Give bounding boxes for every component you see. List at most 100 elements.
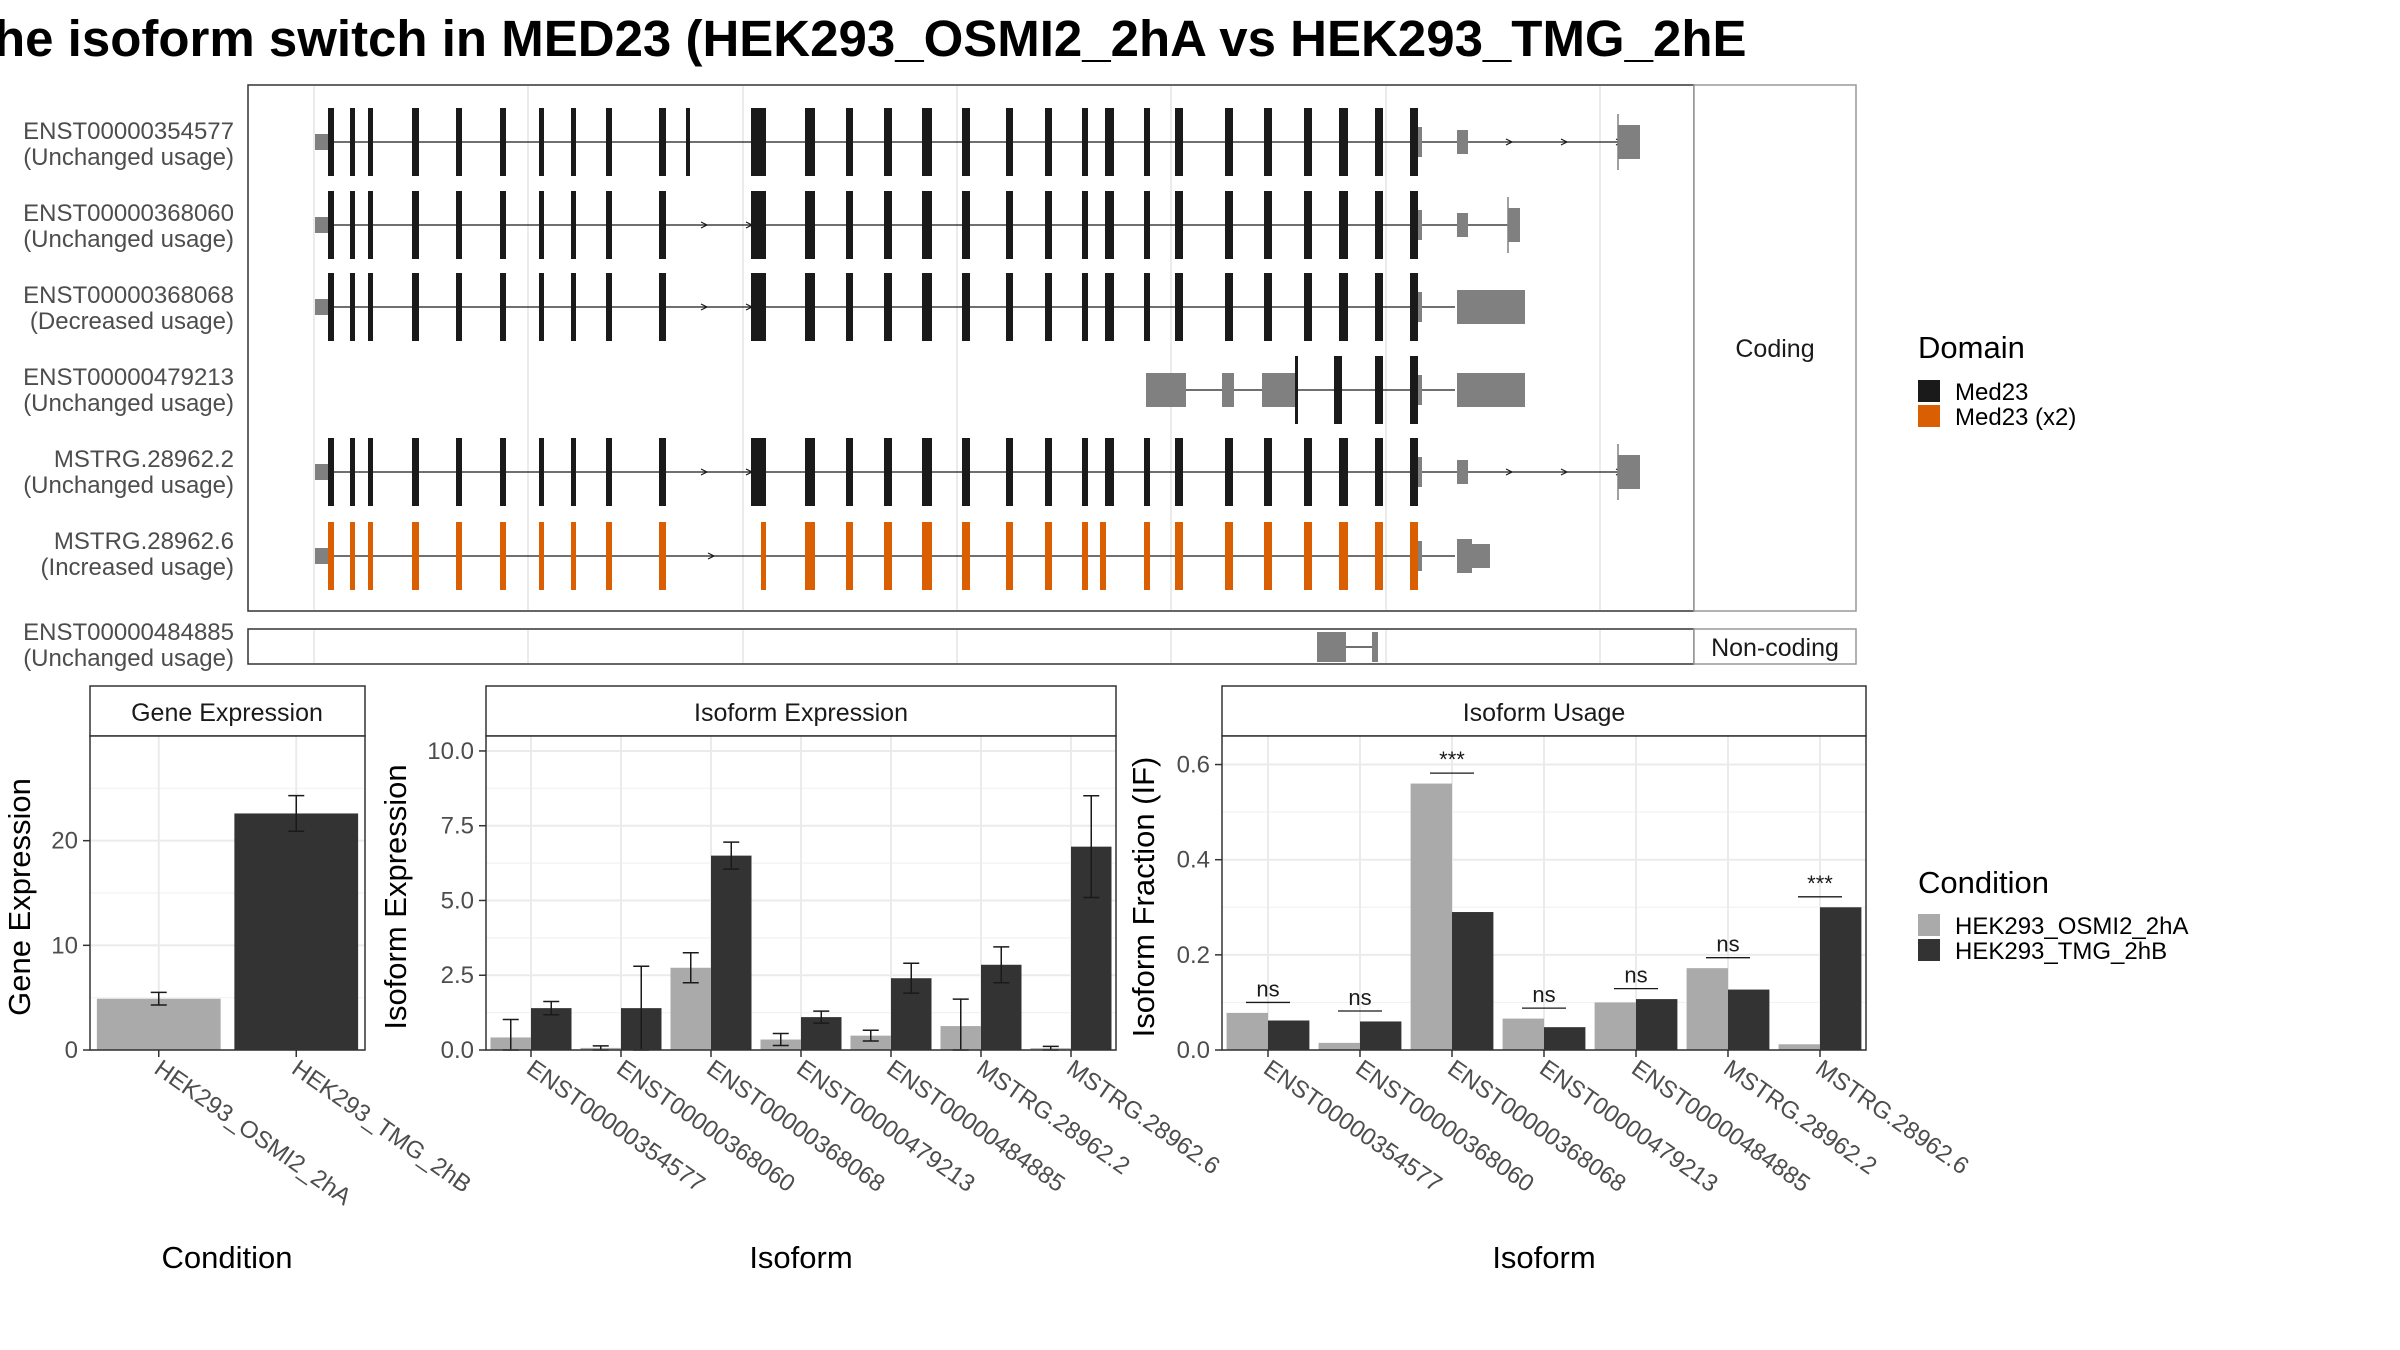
coding-exon [805,438,815,506]
coding-exon [1375,522,1383,590]
x-axis-title: Condition [162,1240,293,1275]
coding-exon [884,108,892,176]
coding-exon [1006,438,1013,506]
coding-exon [1175,108,1183,176]
strand-arrow [700,221,709,229]
transcript-status-label: (Decreased usage) [30,308,234,335]
y-tick-label: 0.0 [441,1037,474,1064]
coding-exon [1295,356,1298,424]
bar [850,1035,891,1050]
coding-panel [247,84,1695,612]
significance-label: ns [1624,963,1647,988]
transcript-id-label: ENST00000354577 [23,118,234,145]
utr-exon [1618,125,1640,159]
strand-arrow [1505,138,1514,146]
x-axis-title: Isoform [1492,1240,1595,1275]
coding-exon [1105,108,1114,176]
y-axis-title: Gene Expression [2,778,37,1016]
transcript-labels: ENST00000354577 (Unchanged usage) ENST00… [23,118,234,672]
x-axis-title: Isoform [749,1240,852,1275]
coding-exon [350,522,355,590]
bar [711,855,752,1050]
coding-exon [539,438,544,506]
y-tick-label: 2.5 [441,962,474,989]
transcript-status-label: (Increased usage) [41,554,234,581]
bar [1360,1021,1402,1050]
coding-exon [412,522,419,590]
coding-exon [805,522,815,590]
bar [1728,989,1770,1050]
coding-exon [328,522,334,590]
significance-label: *** [1807,871,1833,896]
coding-exon [350,438,355,506]
coding-exon [922,191,932,259]
coding-exon [412,108,419,176]
coding-exon [539,191,544,259]
coding-exon [1304,438,1312,506]
significance-label: *** [1439,747,1465,772]
noncoding-exon [1317,632,1346,662]
coding-exon [1225,273,1233,341]
x-tick-label: MSTRG.28962.6 [1811,1055,1974,1180]
coding-exon [350,191,355,259]
coding-exon [962,438,970,506]
coding-exon [1082,438,1088,506]
condition-legend-label: HEK293_TMG_2hB [1955,938,2167,965]
utr-exon [1473,290,1525,324]
strand-arrow [1560,468,1569,476]
coding-exon [539,522,544,590]
coding-exon [571,108,576,176]
condition-legend: Condition HEK293_OSMI2_2hA HEK293_TMG_2h… [1918,865,2188,965]
coding-exon [539,108,544,176]
bar [1636,999,1678,1050]
coding-exon [500,191,506,259]
strand-arrow [1560,138,1569,146]
coding-exon [1006,522,1013,590]
transcript-status-label: (Unchanged usage) [23,144,234,171]
bar [1318,1042,1360,1050]
strand-arrow [700,303,709,311]
y-tick-label: 7.5 [441,813,474,840]
coding-exon [571,438,576,506]
coding-exon [962,191,970,259]
utr-exon [1418,375,1422,405]
bar [1502,1018,1544,1050]
coding-exon [456,108,462,176]
coding-exon [1175,438,1183,506]
coding-exon [962,108,970,176]
condition-legend-label: HEK293_OSMI2_2hA [1955,913,2188,940]
transcript-id-label: ENST00000479213 [23,364,234,391]
bar [1778,1044,1820,1050]
coding-exon [1410,108,1418,176]
isoform-expression-panel: Isoform Expression Isoform Isoform Expre… [378,685,1225,1275]
bar [1268,1020,1310,1050]
coding-exon [1006,108,1013,176]
coding-exon [1410,191,1418,259]
y-tick-label: 10 [51,932,78,959]
significance-label: ns [1532,982,1555,1007]
bar [1820,907,1862,1050]
coding-exon [606,438,612,506]
coding-exon [884,273,892,341]
coding-exon [571,522,576,590]
coding-exon [1006,273,1013,341]
coding-exon [412,438,419,506]
coding-exon [606,108,612,176]
y-tick-label: 0.2 [1177,942,1210,969]
coding-exon [1045,522,1052,590]
plot-border [485,735,1117,1051]
coding-exon [571,273,576,341]
utr-exon [315,134,328,150]
plot-border [89,735,366,1051]
coding-strip-label: Coding [1735,335,1814,363]
coding-exon [1304,273,1312,341]
bar [1410,783,1452,1050]
x-tick-label: MSTRG.28962.2 [972,1055,1135,1180]
coding-exon [1225,438,1233,506]
coding-exon [1264,438,1272,506]
transcript-id-label: MSTRG.28962.2 [54,446,234,473]
coding-exon [1144,191,1150,259]
coding-exon [368,522,373,590]
coding-exon [751,108,766,176]
utr-exon [1146,373,1186,407]
